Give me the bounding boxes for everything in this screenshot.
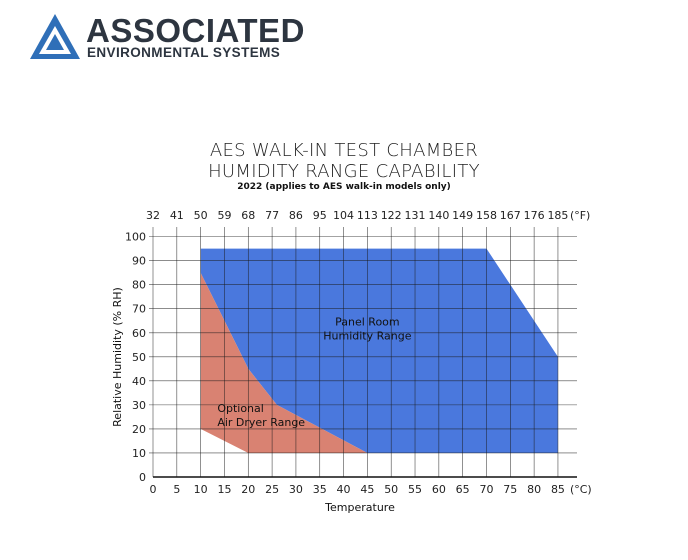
air-dryer-label: Optional [217, 402, 264, 415]
x-tick-label: 0 [150, 483, 157, 496]
x-top-unit-label: (°F) [570, 209, 590, 222]
logo-text-associated: ASSOCIATED [86, 12, 305, 49]
x-top-tick-label: 113 [357, 209, 378, 222]
x-top-tick-label: 167 [500, 209, 521, 222]
y-tick-label: 50 [132, 351, 146, 364]
x-top-tick-label: 104 [333, 209, 354, 222]
x-tick-label: 75 [503, 483, 517, 496]
region-air-dryer [200, 272, 368, 453]
x-top-tick-label: 185 [547, 209, 568, 222]
logo-text-environmental-systems: ENVIRONMENTAL SYSTEMS [87, 45, 281, 60]
x-tick-label: 5 [173, 483, 180, 496]
x-tick-label: 45 [360, 483, 374, 496]
x-tick-label: 65 [456, 483, 470, 496]
x-tick-label: 50 [384, 483, 398, 496]
x-top-tick-label: 95 [313, 209, 327, 222]
x-tick-label: 40 [337, 483, 351, 496]
x-top-tick-label: 32 [146, 209, 160, 222]
x-top-tick-label: 41 [170, 209, 184, 222]
x-top-tick-label: 149 [452, 209, 473, 222]
x-top-tick-label: 77 [265, 209, 279, 222]
y-tick-label: 30 [132, 399, 146, 412]
y-tick-label: 80 [132, 279, 146, 292]
y-tick-label: 0 [139, 471, 146, 484]
y-tick-label: 70 [132, 303, 146, 316]
x-tick-label: 60 [432, 483, 446, 496]
logo-triangle-icon [30, 14, 80, 59]
x-tick-label: 10 [194, 483, 208, 496]
x-tick-label: 20 [241, 483, 255, 496]
region-panel-room [200, 248, 558, 453]
x-top-tick-label: 68 [241, 209, 255, 222]
x-axis-title: Temperature [324, 501, 395, 514]
chart-title-line1: AES WALK-IN TEST CHAMBER [209, 140, 479, 161]
y-tick-label: 90 [132, 255, 146, 268]
x-top-tick-label: 59 [217, 209, 231, 222]
x-top-tick-label: 158 [476, 209, 497, 222]
y-tick-label: 40 [132, 375, 146, 388]
y-tick-label: 100 [125, 231, 146, 244]
air-dryer-label: Air Dryer Range [217, 416, 305, 429]
x-tick-label: 15 [217, 483, 231, 496]
panel-room-label: Humidity Range [323, 330, 411, 343]
chart-subtitle: 2022 (applies to AES walk-in models only… [237, 182, 451, 192]
x-top-tick-label: 131 [405, 209, 426, 222]
x-tick-label: 80 [527, 483, 541, 496]
x-unit-label: (°C) [570, 483, 592, 496]
x-top-tick-label: 140 [428, 209, 449, 222]
y-tick-label: 60 [132, 327, 146, 340]
x-tick-label: 30 [289, 483, 303, 496]
x-tick-label: 85 [551, 483, 565, 496]
x-tick-label: 35 [313, 483, 327, 496]
y-tick-label: 20 [132, 423, 146, 436]
x-top-tick-label: 122 [381, 209, 402, 222]
x-tick-label: 70 [479, 483, 493, 496]
x-tick-label: 55 [408, 483, 422, 496]
x-top-tick-label: 176 [524, 209, 545, 222]
chart-title-line2: HUMIDITY RANGE CAPABILITY [208, 161, 480, 182]
x-tick-label: 25 [265, 483, 279, 496]
company-logo: ASSOCIATED ENVIRONMENTAL SYSTEMS [28, 12, 308, 62]
y-tick-label: 10 [132, 447, 146, 460]
x-top-tick-label: 50 [194, 209, 208, 222]
x-top-tick-label: 86 [289, 209, 303, 222]
panel-room-label: Panel Room [335, 316, 400, 329]
y-axis-title: Relative Humidity (% RH) [111, 287, 124, 427]
